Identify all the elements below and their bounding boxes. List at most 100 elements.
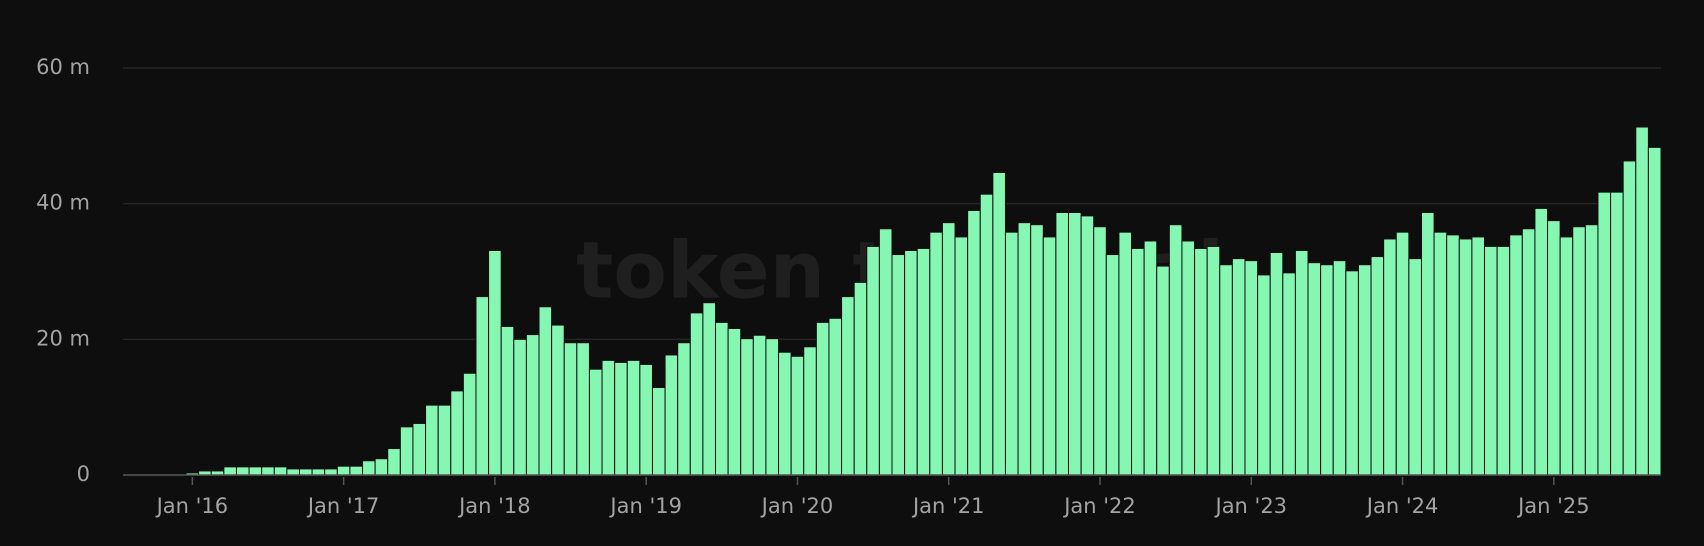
bar (828, 317, 843, 476)
bar (1572, 226, 1586, 476)
bar (551, 324, 565, 476)
y-tick-label: 60 m (36, 55, 90, 79)
x-tick-label: Jan '20 (760, 494, 834, 518)
bar (715, 321, 729, 476)
bar (513, 338, 527, 476)
bar (841, 296, 855, 476)
bar (967, 209, 981, 476)
bar (1194, 247, 1208, 476)
bar (349, 465, 364, 476)
bar (1395, 231, 1410, 476)
bar (1446, 234, 1460, 476)
bar (387, 448, 401, 476)
bar (866, 245, 880, 476)
bar (1635, 126, 1649, 476)
bar (614, 361, 628, 476)
bar (1118, 231, 1133, 476)
y-tick-label: 20 m (36, 326, 90, 350)
bar (1269, 252, 1284, 476)
bar (1509, 234, 1523, 476)
bar (1030, 224, 1044, 476)
bar (803, 346, 817, 476)
bar (1244, 260, 1259, 476)
bar (500, 325, 515, 476)
bar (992, 171, 1006, 476)
bar (664, 354, 679, 476)
x-tick-label: Jan '23 (1214, 494, 1288, 518)
bar (336, 465, 351, 476)
bar (1597, 191, 1612, 476)
x-tick-label: Jan '21 (911, 494, 985, 518)
bar (1156, 265, 1170, 476)
bar (954, 236, 969, 476)
x-tick-label: Jan '16 (155, 494, 229, 518)
bar (437, 404, 452, 476)
bar (223, 466, 237, 476)
y-tick-label: 40 m (36, 191, 90, 215)
bar (677, 342, 691, 476)
bar (1370, 256, 1385, 476)
bar (1484, 245, 1498, 476)
bar (790, 355, 805, 476)
bar (853, 281, 868, 476)
x-tick-label: Jan '22 (1062, 494, 1136, 518)
bar (1320, 264, 1334, 476)
bar (916, 247, 931, 476)
bar (1042, 236, 1057, 476)
x-tick-label: Jan '19 (608, 494, 682, 518)
bar (1219, 264, 1233, 476)
bar (576, 342, 590, 476)
bar (1547, 220, 1561, 476)
bar (979, 193, 994, 476)
bar (626, 359, 641, 476)
bar (601, 359, 616, 476)
bar (1521, 228, 1536, 476)
bar (273, 466, 288, 476)
bar (1282, 272, 1296, 476)
bar (1408, 258, 1422, 476)
bar (1143, 240, 1158, 476)
bar (563, 342, 578, 476)
bar (248, 466, 263, 476)
bar (1345, 270, 1359, 476)
bar (1622, 160, 1637, 476)
bar (1017, 222, 1032, 476)
bar (1420, 211, 1435, 476)
bar (891, 254, 906, 476)
bar (1610, 191, 1624, 476)
x-tick-label: Jan '18 (457, 494, 531, 518)
bar (740, 338, 754, 476)
bar (1307, 262, 1322, 476)
bar (929, 231, 943, 476)
bar (702, 302, 717, 476)
bar (1496, 245, 1511, 476)
bar (941, 222, 956, 476)
bar (1471, 236, 1486, 476)
bar (235, 466, 250, 476)
x-tick-label: Jan '25 (1516, 494, 1590, 518)
bar (778, 351, 792, 476)
bar (1458, 238, 1473, 476)
bar (1357, 264, 1372, 476)
bar (450, 390, 464, 476)
bar (298, 468, 313, 476)
y-tick-label: 0 (77, 462, 90, 486)
bar (425, 404, 439, 476)
bar (588, 368, 603, 476)
bar (1584, 224, 1599, 476)
bar (1294, 249, 1309, 476)
bar (1383, 238, 1397, 476)
bar (1332, 260, 1347, 476)
bar (1093, 226, 1107, 476)
bar (1231, 258, 1246, 476)
bar (815, 321, 830, 476)
bar (765, 338, 780, 476)
bar (462, 372, 477, 476)
bar (1004, 231, 1019, 476)
bar (1168, 224, 1183, 476)
bar (752, 334, 767, 476)
bar (689, 312, 704, 476)
x-tick-label: Jan '24 (1365, 494, 1439, 518)
bar (727, 327, 742, 476)
